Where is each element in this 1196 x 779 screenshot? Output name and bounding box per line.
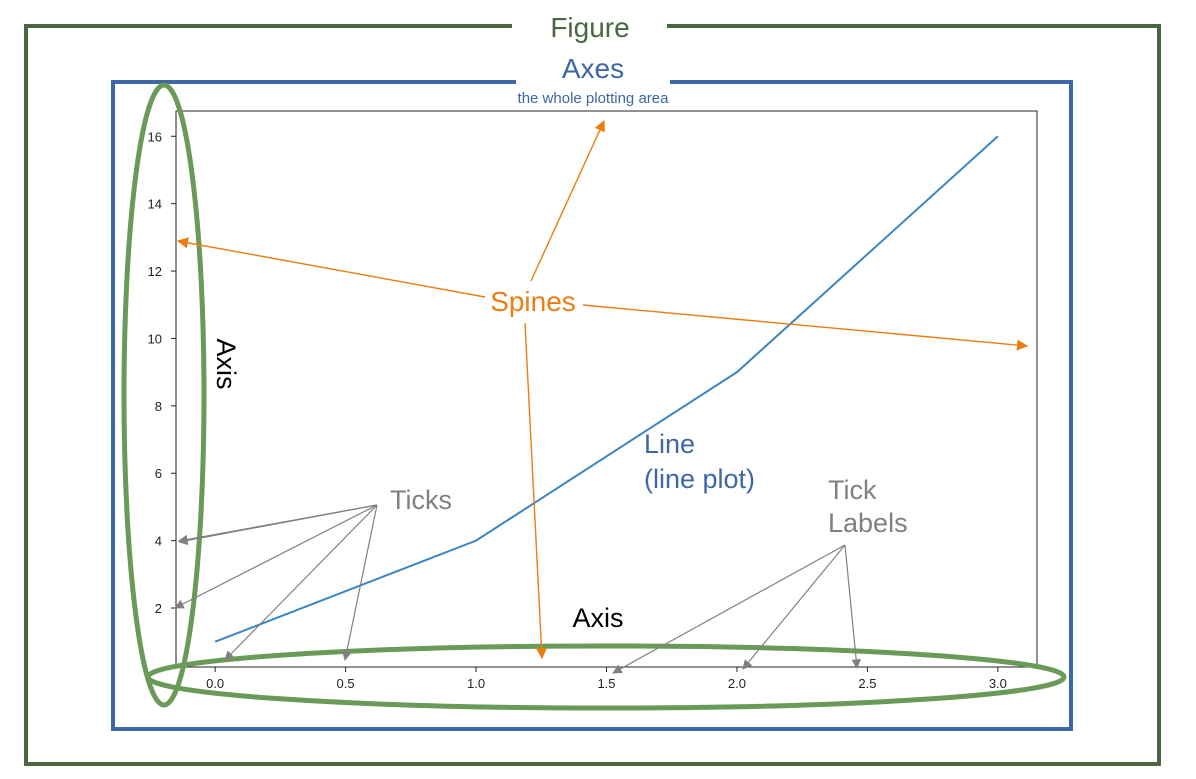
- tick-labels-label-2: Labels: [828, 508, 908, 538]
- x-tick-label: 2.5: [858, 676, 876, 691]
- line-label-1: Line: [644, 429, 695, 459]
- tick-labels-arrow-1: [612, 544, 846, 674]
- line-series: [214, 135, 999, 643]
- x-tick-label: 2.0: [728, 676, 746, 691]
- ticks-arrow-5: [342, 504, 378, 661]
- y-tick-label: 12: [148, 264, 162, 279]
- x-tick-label: 3.0: [989, 676, 1007, 691]
- figure-label: Figure: [550, 12, 629, 43]
- spines-arrow-top: [530, 119, 605, 282]
- tick-labels-label-1: Tick: [828, 475, 877, 505]
- tick-labels-arrow-2: [742, 544, 846, 670]
- line-label-2: (line plot): [644, 464, 755, 494]
- figure-frame: [24, 24, 1161, 766]
- axes-label: Axes: [562, 53, 624, 84]
- x-tick-label: 1.0: [467, 676, 485, 691]
- chart-layer: 0.0 0.5 1.0 1.5 2.0 2.5 3.0 2 4 6 8 10 12 14 16: [148, 129, 1007, 691]
- y-axis-ellipse: [121, 82, 207, 708]
- spines-arrow-left: [176, 237, 486, 298]
- x-tick-label: 0.0: [206, 676, 224, 691]
- ticks-arrow-4: [224, 504, 378, 661]
- y-tick-label: 2: [155, 601, 162, 616]
- ticks-arrow-3: [174, 504, 378, 609]
- tick-labels-arrows: [612, 544, 861, 674]
- y-tick-label: 14: [148, 197, 162, 212]
- y-tick-label: 6: [155, 466, 162, 481]
- y-axis-label: Axis: [211, 338, 241, 389]
- x-axis-ellipse: [145, 643, 1067, 711]
- ticks-arrow-2: [178, 504, 378, 546]
- y-tick-label: 8: [155, 399, 162, 414]
- x-tick-label: 0.5: [337, 676, 355, 691]
- spines-arrow-bottom: [524, 322, 548, 660]
- y-tick-label: 10: [148, 331, 162, 346]
- y-tick-label: 16: [148, 129, 162, 144]
- x-tick-label: 1.5: [597, 676, 615, 691]
- ticks-label: Ticks: [390, 485, 452, 515]
- spines-arrows: [176, 119, 1029, 660]
- tick-labels-arrow-3: [844, 544, 861, 669]
- y-tick-label: 4: [155, 534, 162, 549]
- plot-spines-box: [175, 110, 1038, 668]
- axes-subtitle: the whole plotting area: [518, 90, 670, 107]
- spines-arrow-right: [582, 304, 1029, 351]
- x-axis-label: Axis: [572, 603, 623, 633]
- axes-frame: [111, 80, 1073, 731]
- spines-label: Spines: [490, 286, 576, 317]
- ticks-arrows: [174, 504, 378, 661]
